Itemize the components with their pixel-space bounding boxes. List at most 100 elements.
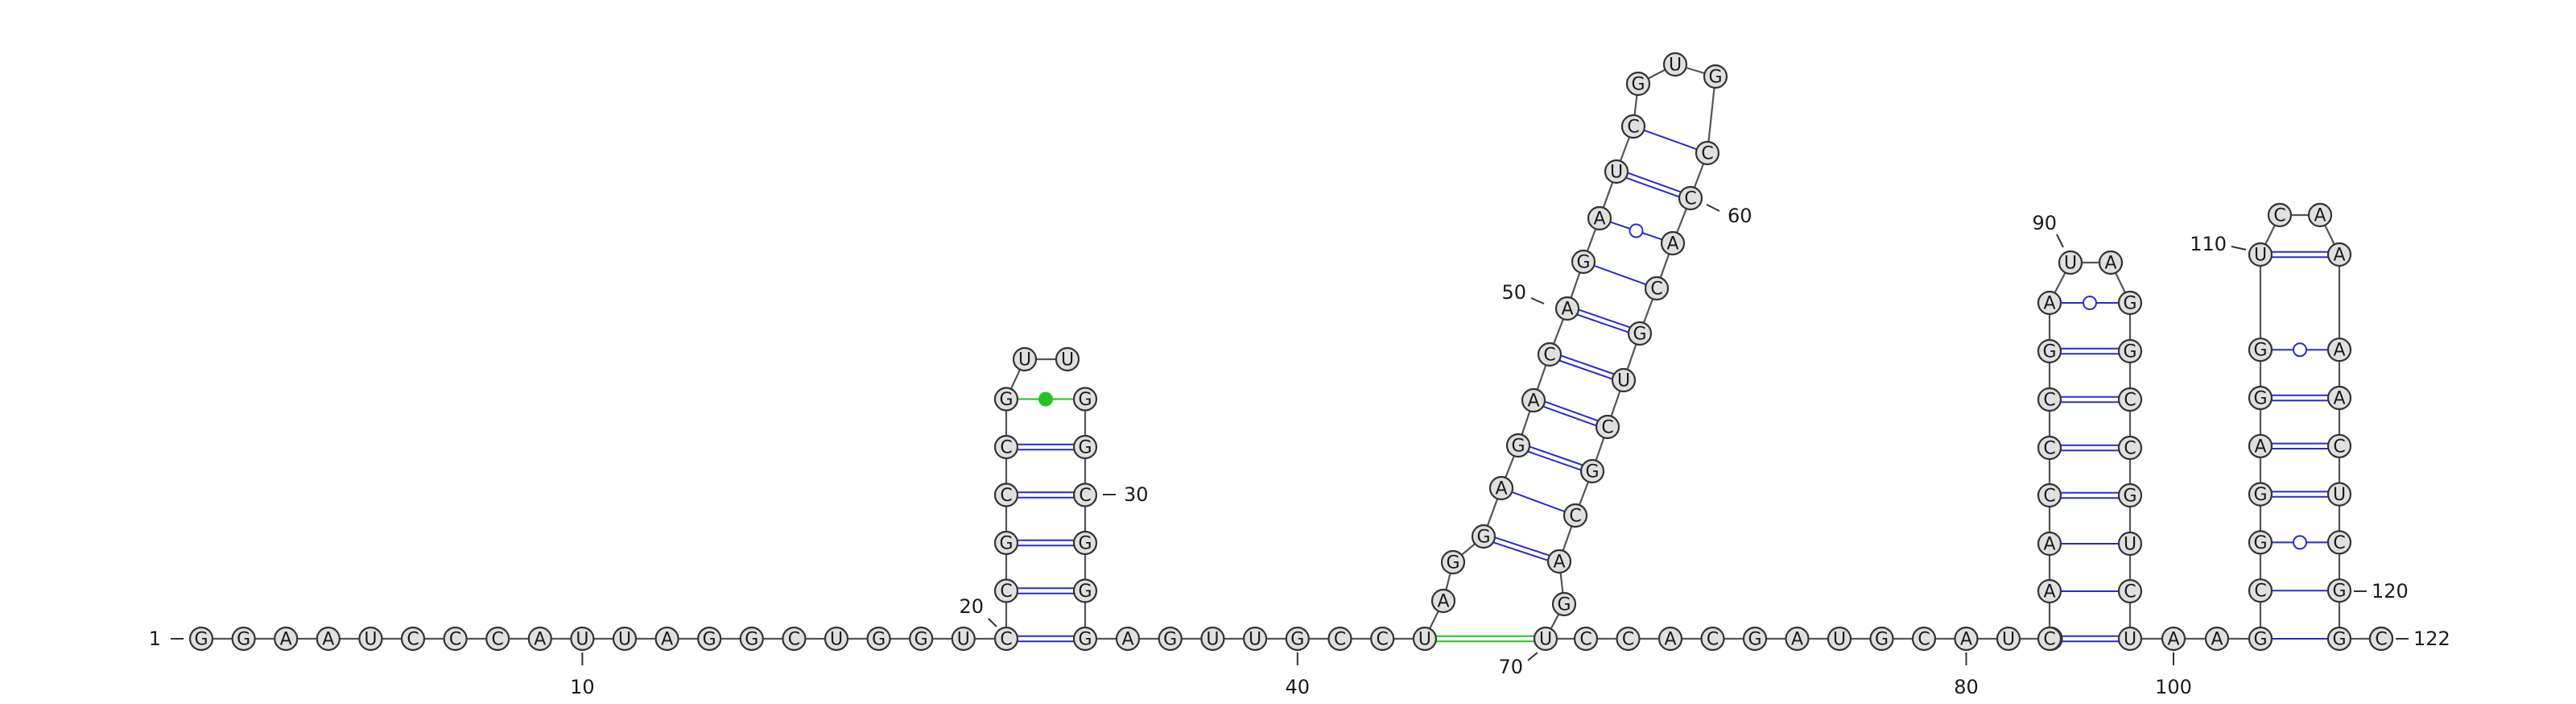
nucleotide-115: A: [2326, 385, 2352, 411]
nucleotide-97: G: [2117, 482, 2143, 508]
nucleotide-letter: U: [2002, 630, 2015, 650]
nucleotide-letter: U: [1617, 371, 1630, 391]
nucleotide-letter: A: [1791, 630, 1803, 650]
position-tick: [2231, 246, 2247, 251]
nucleotide-circle: [2037, 626, 2062, 652]
nucleotide-letter: A: [1960, 630, 1972, 650]
nucleotide-11: U: [612, 626, 638, 652]
gu-wobble-marker: [2083, 296, 2097, 310]
nucleotide-circle: [1430, 588, 1456, 614]
nucleotide-25: G: [993, 387, 1019, 412]
nucleotide-13: G: [697, 626, 722, 652]
nucleotide-circle: [1072, 626, 1098, 652]
nucleotide-letter: U: [2254, 246, 2267, 266]
nucleotide-52: G: [1571, 249, 1596, 275]
nucleotide-6: C: [400, 626, 426, 652]
nucleotide-letter: C: [1684, 189, 1696, 209]
nucleotide-38: U: [1200, 626, 1225, 652]
nucleotide-letter: G: [1078, 534, 1092, 554]
nucleotide-73: A: [1657, 626, 1683, 652]
nucleotide-circle: [2326, 433, 2352, 458]
nucleotide-89: G: [2037, 338, 2062, 364]
nucleotide-circle: [316, 626, 341, 652]
nucleotide-letter: G: [2042, 342, 2056, 362]
nucleotide-letter: U: [2124, 535, 2136, 555]
nucleotide-letter: C: [1000, 630, 1012, 650]
position-label-10: 10: [570, 652, 595, 698]
nucleotide-circle: [1554, 296, 1580, 321]
nucleotide-circle: [739, 626, 764, 652]
nucleotide-18: G: [909, 626, 934, 652]
nucleotide-5: U: [358, 626, 383, 652]
nucleotide-64: U: [1611, 367, 1637, 393]
nucleotide-circle: [1537, 342, 1563, 367]
position-label-70: 70: [1498, 652, 1538, 678]
nucleotide-circle: [2248, 385, 2273, 411]
nucleotide-circle: [2248, 626, 2273, 652]
nucleotide-107: A: [2248, 433, 2273, 458]
position-label-100: 100: [2155, 652, 2192, 698]
nucleotide-circle: [2326, 242, 2352, 267]
nucleotide-60: C: [1678, 185, 1703, 211]
nucleotide-circle: [2117, 290, 2143, 316]
nucleotide-letter: A: [2167, 630, 2179, 650]
nucleotide-108: G: [2248, 385, 2273, 411]
base-pair-bond: [1625, 176, 1680, 198]
nucleotide-circle: [1521, 387, 1546, 413]
nucleotide-letter: A: [1527, 391, 1539, 412]
nucleotide-letter: A: [2314, 206, 2326, 226]
nucleotide-circle: [1703, 64, 1728, 89]
nucleotide-letter: G: [703, 630, 716, 650]
nucleotide-letter: G: [914, 630, 928, 650]
nucleotide-75: G: [1742, 626, 1768, 652]
nucleotide-7: C: [443, 626, 468, 652]
nucleotide-69: G: [1551, 591, 1577, 617]
position-label-122: 122: [2396, 627, 2450, 650]
nucleotide-34: G: [1072, 578, 1098, 603]
nucleotide-letter: G: [2332, 582, 2346, 602]
nucleotide-letter: U: [2333, 485, 2346, 505]
position-number: 70: [1498, 656, 1523, 678]
position-tick: [988, 618, 997, 627]
nucleotide-letter: C: [2273, 206, 2285, 226]
nucleotide-circle: [2248, 530, 2273, 555]
nucleotide-49: A: [1521, 387, 1546, 413]
nucleotide-letter: C: [1000, 486, 1012, 506]
nucleotide-letter: A: [2104, 254, 2116, 274]
nucleotide-circle: [1285, 626, 1310, 652]
nucleotide-letter: G: [1557, 595, 1571, 615]
nucleotide-circle: [2248, 578, 2273, 603]
nucleotide-letter: G: [2123, 342, 2136, 362]
gu-wobble-marker: [2293, 342, 2307, 358]
base-pair-bond: [1593, 264, 1647, 286]
base-pair-bond: [1494, 536, 1550, 557]
nucleotide-120: G: [2326, 626, 2352, 652]
nucleotide-circle: [1533, 626, 1558, 652]
base-pair-bond: [1558, 359, 1613, 380]
noncanonical-pair-marker: [1038, 391, 1053, 407]
nucleotide-letter: C: [1707, 630, 1719, 650]
nucleotide-42: C: [1370, 626, 1395, 652]
position-tick: [1527, 652, 1538, 661]
nucleotide-circle: [1620, 114, 1646, 139]
nucleotide-20: C: [993, 626, 1019, 652]
nucleotide-57: U: [1662, 52, 1688, 77]
nucleotide-letter: C: [1918, 630, 1930, 650]
nucleotide-circle: [1440, 549, 1466, 575]
nucleotide-circle: [1742, 626, 1768, 652]
position-label-20: 20: [959, 595, 997, 627]
nucleotide-4: A: [316, 626, 341, 652]
nucleotide-circle: [1327, 626, 1352, 652]
nucleotide-letter: C: [1601, 418, 1613, 438]
nucleotide-letter: U: [1061, 350, 1074, 371]
nucleotide-letter: A: [1664, 630, 1676, 650]
position-number: 120: [2372, 580, 2409, 603]
nucleotide-12: A: [654, 626, 679, 652]
nucleotide-letter: U: [1249, 630, 1261, 650]
nucleotide-24: C: [993, 434, 1019, 460]
nucleotide-letter: A: [2254, 437, 2266, 457]
nucleotide-letter: A: [2333, 246, 2345, 266]
nucleotide-circle: [1954, 626, 1979, 652]
position-number: 60: [1728, 205, 1752, 227]
nucleotide-letter: A: [2333, 389, 2345, 409]
